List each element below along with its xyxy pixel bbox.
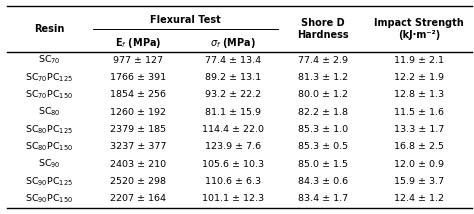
- Text: 3237 ± 377: 3237 ± 377: [110, 142, 166, 151]
- Text: Shore D
Hardness: Shore D Hardness: [297, 18, 349, 40]
- Text: 85.0 ± 1.5: 85.0 ± 1.5: [298, 160, 348, 169]
- Text: SC$_{80}$: SC$_{80}$: [37, 106, 60, 119]
- Text: 114.4 ± 22.0: 114.4 ± 22.0: [201, 125, 264, 134]
- Text: 77.4 ± 13.4: 77.4 ± 13.4: [205, 56, 261, 65]
- Text: 81.3 ± 1.2: 81.3 ± 1.2: [298, 73, 348, 82]
- Text: 1854 ± 256: 1854 ± 256: [110, 90, 166, 99]
- Text: 11.5 ± 1.6: 11.5 ± 1.6: [394, 108, 444, 117]
- Text: 101.1 ± 12.3: 101.1 ± 12.3: [201, 194, 264, 204]
- Text: 83.4 ± 1.7: 83.4 ± 1.7: [298, 194, 348, 204]
- Text: 1766 ± 391: 1766 ± 391: [110, 73, 166, 82]
- Text: SC$_{80}$PC$_{125}$: SC$_{80}$PC$_{125}$: [25, 123, 73, 136]
- Text: 11.9 ± 2.1: 11.9 ± 2.1: [394, 56, 444, 65]
- Text: SC$_{90}$PC$_{125}$: SC$_{90}$PC$_{125}$: [25, 175, 73, 188]
- Text: 12.8 ± 1.3: 12.8 ± 1.3: [394, 90, 444, 99]
- Text: 84.3 ± 0.6: 84.3 ± 0.6: [298, 177, 348, 186]
- Text: 15.9 ± 3.7: 15.9 ± 3.7: [394, 177, 444, 186]
- Text: 110.6 ± 6.3: 110.6 ± 6.3: [205, 177, 261, 186]
- Text: 1260 ± 192: 1260 ± 192: [110, 108, 166, 117]
- Text: 82.2 ± 1.8: 82.2 ± 1.8: [298, 108, 348, 117]
- Text: SC$_{90}$PC$_{150}$: SC$_{90}$PC$_{150}$: [25, 193, 73, 205]
- Text: SC$_{70}$PC$_{150}$: SC$_{70}$PC$_{150}$: [25, 89, 73, 101]
- Text: 85.3 ± 1.0: 85.3 ± 1.0: [298, 125, 348, 134]
- Text: 89.2 ± 13.1: 89.2 ± 13.1: [205, 73, 261, 82]
- Text: SC$_{70}$: SC$_{70}$: [37, 54, 60, 66]
- Text: 977 ± 127: 977 ± 127: [113, 56, 163, 65]
- Text: 2403 ± 210: 2403 ± 210: [110, 160, 166, 169]
- Text: E$_f$ (MPa): E$_f$ (MPa): [115, 36, 161, 50]
- Text: Flexural Test: Flexural Test: [150, 15, 221, 25]
- Text: 80.0 ± 1.2: 80.0 ± 1.2: [298, 90, 348, 99]
- Text: 16.8 ± 2.5: 16.8 ± 2.5: [394, 142, 444, 151]
- Text: Resin: Resin: [34, 24, 64, 34]
- Text: 13.3 ± 1.7: 13.3 ± 1.7: [394, 125, 444, 134]
- Text: 2207 ± 164: 2207 ± 164: [110, 194, 166, 204]
- Text: 93.2 ± 22.2: 93.2 ± 22.2: [205, 90, 261, 99]
- Text: 2379 ± 185: 2379 ± 185: [110, 125, 166, 134]
- Text: $\sigma_f$ (MPa): $\sigma_f$ (MPa): [210, 36, 255, 50]
- Text: 12.0 ± 0.9: 12.0 ± 0.9: [394, 160, 444, 169]
- Text: SC$_{80}$PC$_{150}$: SC$_{80}$PC$_{150}$: [25, 141, 73, 153]
- Text: Impact Strength
(kJ·m⁻²): Impact Strength (kJ·m⁻²): [374, 18, 464, 40]
- Text: SC$_{70}$PC$_{125}$: SC$_{70}$PC$_{125}$: [25, 71, 73, 84]
- Text: 105.6 ± 10.3: 105.6 ± 10.3: [201, 160, 264, 169]
- Text: 2520 ± 298: 2520 ± 298: [110, 177, 166, 186]
- Text: 81.1 ± 15.9: 81.1 ± 15.9: [205, 108, 261, 117]
- Text: 123.9 ± 7.6: 123.9 ± 7.6: [205, 142, 261, 151]
- Text: 12.4 ± 1.2: 12.4 ± 1.2: [394, 194, 444, 204]
- Text: SC$_{90}$: SC$_{90}$: [37, 158, 60, 171]
- Text: 77.4 ± 2.9: 77.4 ± 2.9: [298, 56, 348, 65]
- Text: 12.2 ± 1.9: 12.2 ± 1.9: [394, 73, 444, 82]
- Text: 85.3 ± 0.5: 85.3 ± 0.5: [298, 142, 348, 151]
